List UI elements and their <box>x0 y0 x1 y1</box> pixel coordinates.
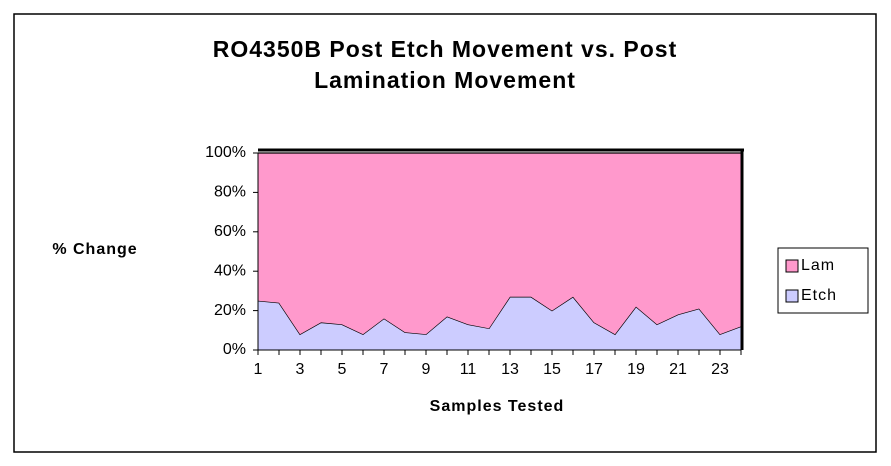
area <box>258 296 741 350</box>
legend-swatch <box>785 289 799 303</box>
x-tick-label: 13 <box>501 361 519 378</box>
y-tick-label: 60% <box>214 223 246 240</box>
x-tick-label: 11 <box>460 361 477 378</box>
x-tick-label: 9 <box>422 361 431 378</box>
legend-swatch <box>785 259 799 273</box>
chart-title: RO4350B Post Etch Movement vs. Post Lami… <box>212 36 678 93</box>
x-axis-label: Samples Tested <box>430 398 565 415</box>
area <box>258 153 741 335</box>
y-tick-label: 0% <box>223 341 246 358</box>
y-tick-label: 80% <box>214 184 246 201</box>
x-tick-label: 3 <box>296 361 305 378</box>
legend-label: Lam <box>801 257 835 274</box>
x-tick-label: 7 <box>380 361 389 378</box>
y-tick-label: 100% <box>205 144 246 161</box>
x-tick-label: 23 <box>711 361 729 378</box>
x-tick-label: 21 <box>669 361 687 378</box>
x-tick-label: 17 <box>585 361 603 378</box>
legend-label: Etch <box>801 287 837 304</box>
y-tick-label: 20% <box>214 302 246 319</box>
x-tick-label: 15 <box>543 361 561 378</box>
x-tick-label: 19 <box>627 361 645 378</box>
x-tick-label: 5 <box>338 361 347 378</box>
y-tick-label: 40% <box>214 262 246 279</box>
y-axis-label: % Change <box>52 241 137 258</box>
x-tick-label: 1 <box>254 361 263 378</box>
